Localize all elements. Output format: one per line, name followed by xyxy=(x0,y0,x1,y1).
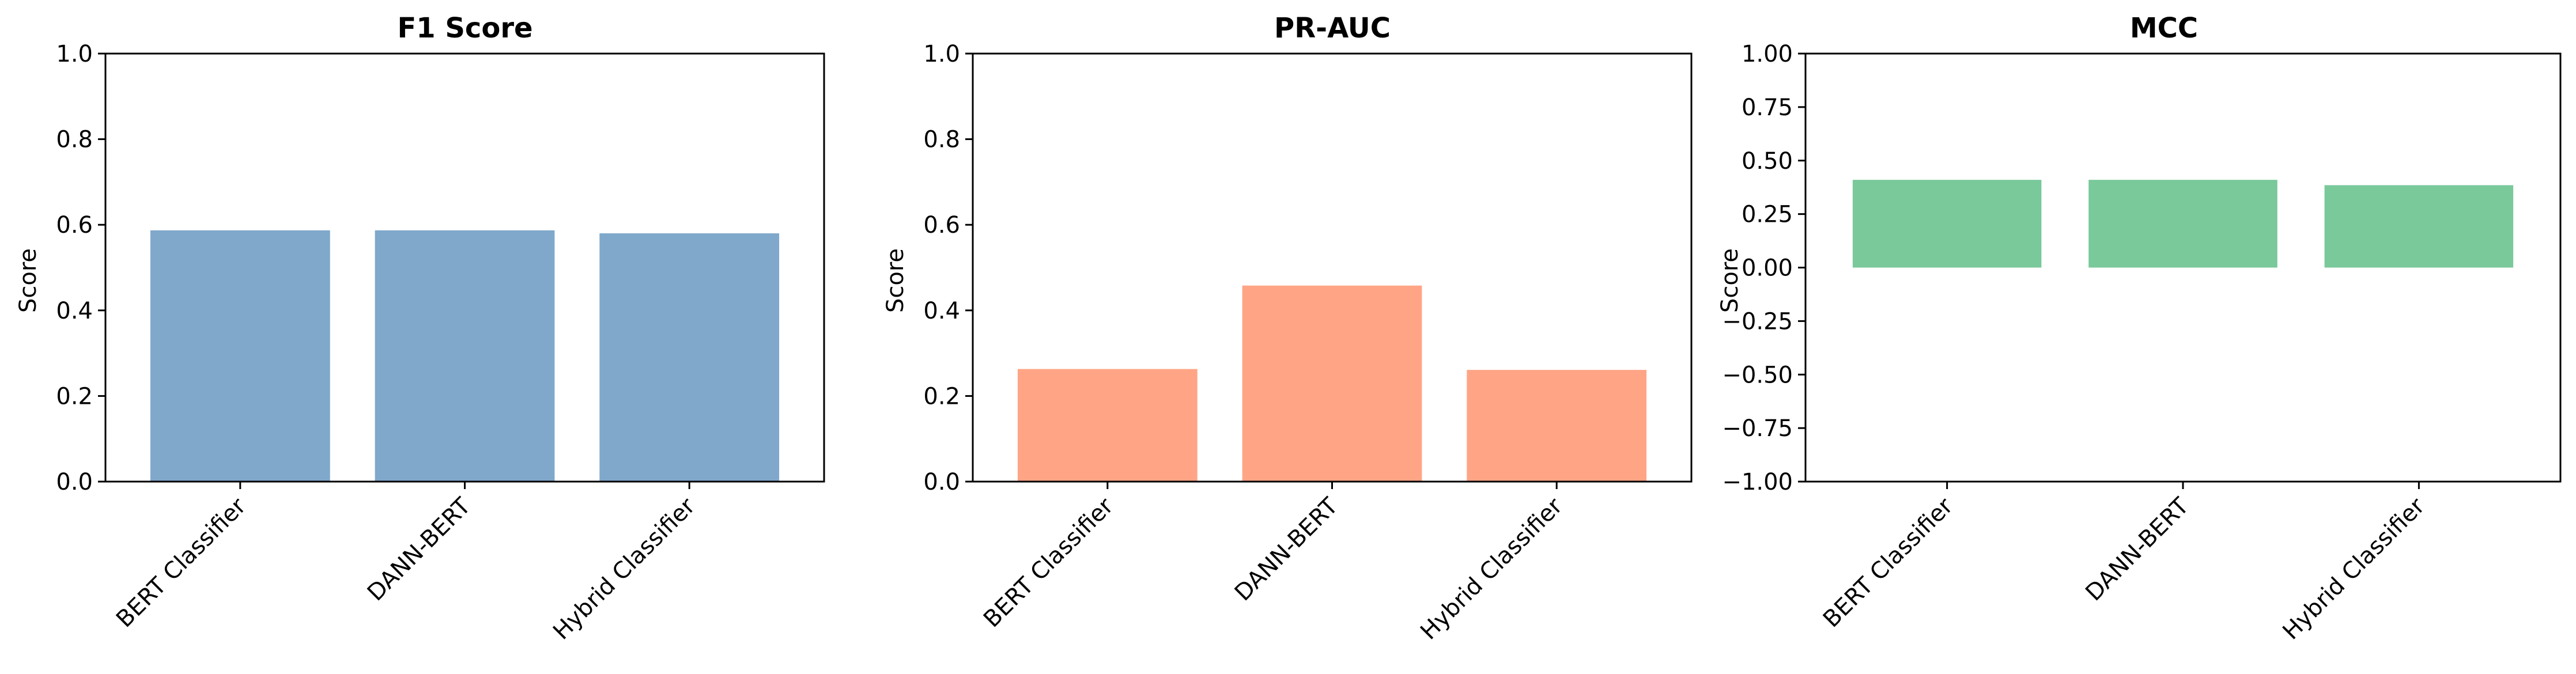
panel-title: PR-AUC xyxy=(1274,12,1391,44)
bar xyxy=(2088,180,2277,268)
y-tick-label: −0.75 xyxy=(1722,415,1793,442)
y-tick-label: 0.2 xyxy=(923,383,960,410)
y-tick-label: 0.8 xyxy=(923,127,960,153)
y-ticks: 0.0 0.2 0.4 0.6 0.8 1.0 xyxy=(923,41,973,495)
y-tick-label: 0.2 xyxy=(56,383,93,410)
y-axis-label: Score xyxy=(882,248,909,313)
panel-title: F1 Score xyxy=(397,12,532,44)
y-tick-label: 0.50 xyxy=(1742,148,1793,175)
y-tick-label: 1.0 xyxy=(56,41,93,67)
y-tick-label: 0.6 xyxy=(56,212,93,238)
bar xyxy=(1242,285,1422,482)
bar xyxy=(150,230,330,482)
bar-group xyxy=(1852,180,2514,268)
bar xyxy=(375,230,555,482)
y-axis-label: Score xyxy=(1717,248,1743,313)
y-tick-label: 0.8 xyxy=(56,127,93,153)
bar xyxy=(599,233,780,482)
y-ticks: 0.0 0.2 0.4 0.6 0.8 1.0 xyxy=(56,41,105,495)
bar xyxy=(1852,180,2042,268)
bar-group xyxy=(1017,285,1647,482)
y-axis-label: Score xyxy=(15,248,41,313)
bar xyxy=(2324,185,2514,268)
y-tick-label: 1.00 xyxy=(1742,41,1793,67)
bar-group xyxy=(150,230,780,482)
y-tick-label: 0.25 xyxy=(1742,202,1793,228)
y-ticks: −1.00 −0.75 −0.50 −0.25 0.00 0.25 0.50 0.75 1.00 xyxy=(1722,41,1806,495)
bar xyxy=(1467,370,1647,482)
y-tick-label: −0.50 xyxy=(1722,362,1793,388)
y-tick-label: 0.75 xyxy=(1742,94,1793,121)
y-tick-label: 1.0 xyxy=(923,41,960,67)
y-tick-label: 0.6 xyxy=(923,212,960,238)
y-tick-label: 0.4 xyxy=(923,298,960,324)
bar xyxy=(1017,369,1198,482)
y-tick-label: 0.4 xyxy=(56,298,93,324)
y-tick-label: −1.00 xyxy=(1722,469,1793,495)
y-tick-label: 0.00 xyxy=(1742,255,1793,282)
y-tick-label: −0.25 xyxy=(1722,308,1793,335)
panel-title: MCC xyxy=(2130,12,2198,44)
y-tick-label: 0.0 xyxy=(56,469,93,495)
y-tick-label: 0.0 xyxy=(923,469,960,495)
